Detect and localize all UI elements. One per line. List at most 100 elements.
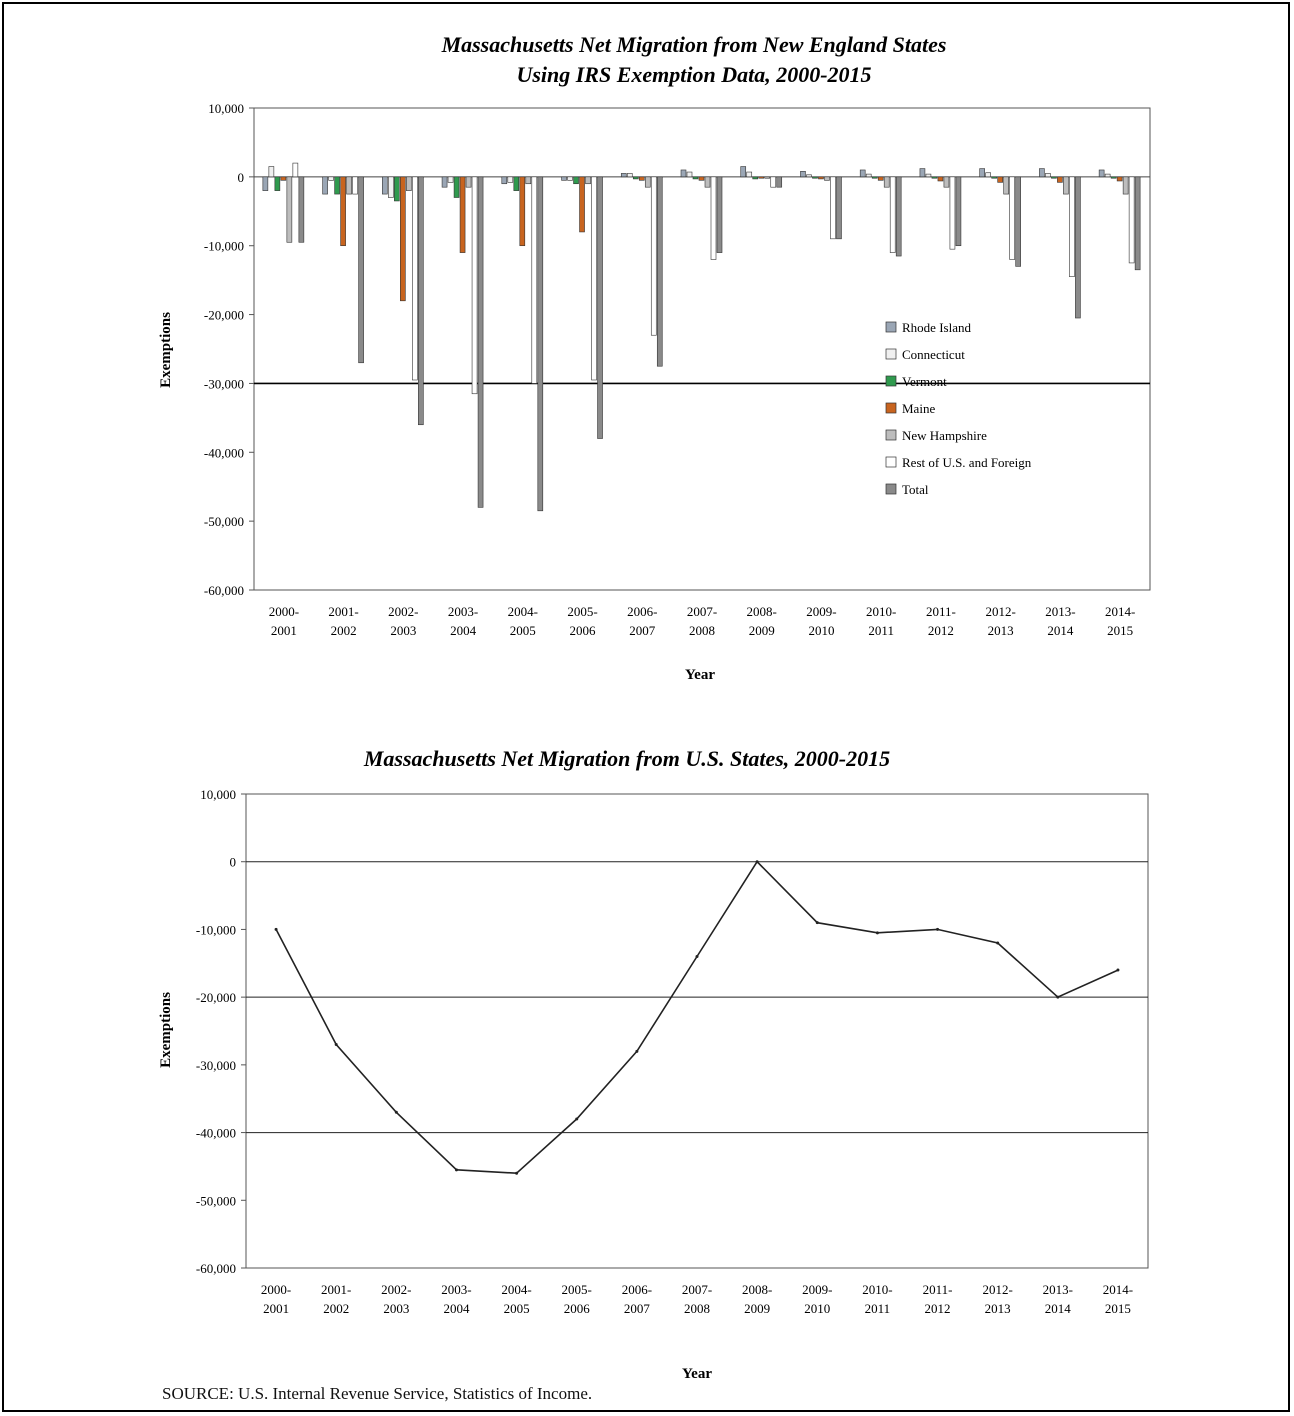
chart1-bar — [716, 176, 723, 253]
chart1-bar — [1110, 176, 1117, 179]
chart1-bar — [1116, 176, 1123, 182]
chart1-bar — [925, 173, 932, 178]
chart1-ytick-label: 10,000 — [208, 101, 244, 116]
chart1-bar — [830, 176, 836, 240]
chart1-bar — [388, 176, 394, 198]
chart1-legend-swatch — [885, 483, 897, 495]
chart2-xtick-label: 2006 — [564, 1301, 591, 1316]
chart2-data-point — [996, 941, 1000, 945]
chart1-bar — [274, 176, 281, 191]
chart2-xtick-label: 2008- — [742, 1282, 772, 1297]
chart1-bar — [531, 176, 538, 384]
chart1-xtick-label: 2002- — [388, 604, 418, 619]
chart1-xtick-label: 2006 — [570, 623, 597, 638]
chart1-bar — [1069, 176, 1075, 278]
chart1-xtick-label: 2007- — [687, 604, 717, 619]
chart1-xtick-label: 2009 — [749, 623, 775, 638]
chart1-bar — [459, 176, 466, 253]
chart1-bar — [1015, 176, 1021, 267]
chart1-xtick-label: 2012 — [928, 623, 954, 638]
chart1-bar — [806, 174, 812, 178]
chart2-data-point — [454, 1168, 458, 1172]
chart1-bar — [776, 176, 783, 188]
chart2-ytick-label: -60,000 — [196, 1261, 236, 1276]
chart1-ytick-label: -30,000 — [204, 376, 244, 391]
chart1-bar — [334, 176, 340, 195]
chart1-bar — [412, 176, 418, 381]
source-note: SOURCE: U.S. Internal Revenue Service, S… — [162, 1384, 593, 1403]
chart2-xtick-label: 2003 — [383, 1301, 409, 1316]
chart1-bar — [985, 172, 991, 178]
chart1-bar — [770, 176, 777, 188]
chart1-bar — [650, 176, 657, 336]
chart2-xtick-label: 2010 — [804, 1301, 830, 1316]
chart1-bar — [1122, 176, 1129, 195]
chart1-bar — [447, 176, 454, 183]
chart1-bar — [836, 176, 842, 240]
chart1-xtick-label: 2004 — [450, 623, 477, 638]
chart1-bar — [686, 171, 693, 178]
chart1-xtick-label: 2008 — [689, 623, 715, 638]
chart2-xtick-label: 2009- — [802, 1282, 832, 1297]
chart1-xtick-label: 2005 — [510, 623, 536, 638]
chart1-xtick-label: 2012- — [985, 604, 1015, 619]
chart1-xtick-label: 2010- — [866, 604, 896, 619]
chart2-data-point — [274, 927, 278, 931]
chart1-xtick-label: 2013 — [988, 623, 1014, 638]
chart1-bar — [626, 173, 633, 178]
chart1-bar — [453, 176, 460, 198]
chart2-xtick-label: 2011- — [923, 1282, 953, 1297]
chart1-legend-label: New Hampshire — [902, 428, 987, 443]
chart1-legend-swatch — [885, 429, 897, 441]
chart1-bar — [406, 176, 412, 191]
chart1-xtick-label: 2014- — [1105, 604, 1135, 619]
chart1-xtick-label: 2010 — [808, 623, 834, 638]
chart2-data-point — [515, 1171, 519, 1175]
chart1-bar — [382, 176, 388, 195]
chart1-bar — [1045, 173, 1051, 178]
chart1-xlabel: Year — [685, 667, 715, 683]
chart2-xtick-label: 2011 — [865, 1301, 891, 1316]
chart2-ytick-label: -20,000 — [196, 990, 236, 1005]
chart1-bar — [824, 176, 830, 181]
chart1-bar — [871, 176, 878, 179]
chart1-bar — [501, 176, 508, 185]
chart1-bar — [680, 169, 687, 178]
chart2-plot-area — [245, 793, 1149, 1269]
chart1-bar — [1051, 176, 1057, 179]
chart1-bar — [471, 176, 478, 395]
chart2-xtick-label: 2007 — [624, 1301, 651, 1316]
chart1-xtick-label: 2001 — [271, 623, 297, 638]
chart2-data-point — [1116, 968, 1120, 972]
chart1-subtitle: Using IRS Exemption Data, 2000-2015 — [516, 62, 871, 87]
chart1-bar — [638, 176, 645, 181]
chart1-xtick-label: 2011- — [926, 604, 956, 619]
chart2-xtick-label: 2000- — [261, 1282, 291, 1297]
chart2-xtick-label: 2015 — [1105, 1301, 1131, 1316]
chart1-xtick-label: 2013- — [1045, 604, 1075, 619]
chart1-xtick-label: 2005- — [567, 604, 597, 619]
chart1-bar — [346, 176, 352, 195]
chart1-bar — [758, 176, 765, 179]
chart1-bar — [322, 176, 328, 195]
chart1-xtick-label: 2011 — [868, 623, 894, 638]
chart2-data-point — [334, 1043, 338, 1047]
chart2-data-point — [575, 1117, 579, 1121]
chart1-bar — [268, 166, 275, 178]
chart1-bar — [656, 176, 663, 367]
chart1-ytick-label: -10,000 — [204, 239, 244, 254]
chart1-bar — [1003, 176, 1009, 195]
chart2-xtick-label: 2012 — [925, 1301, 951, 1316]
chart1-bar — [1039, 168, 1045, 178]
chart2-data-point — [936, 927, 940, 931]
chart1-bar — [477, 176, 484, 508]
chart1-bar — [800, 171, 806, 178]
chart1-bar — [591, 176, 597, 381]
chart2-title: Massachusetts Net Migration from U.S. St… — [363, 746, 890, 771]
chart1-bar — [692, 176, 699, 180]
chart1-bar — [812, 176, 818, 179]
chart1-bar — [877, 176, 884, 181]
chart1-bar — [997, 176, 1003, 183]
chart1-bar — [764, 176, 771, 179]
chart1-legend-label: Maine — [902, 401, 935, 416]
